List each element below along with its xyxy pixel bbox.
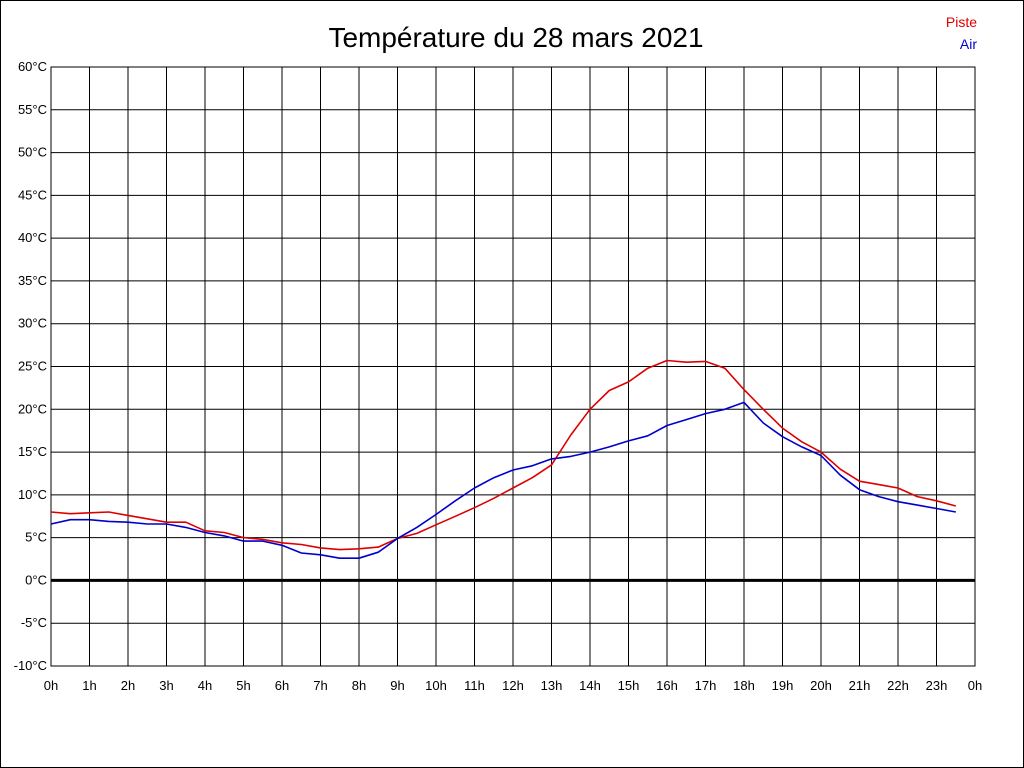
x-tick-label: 7h [313,678,327,693]
x-tick-label: 0h [968,678,982,693]
y-tick-label: -5°C [21,615,47,630]
y-tick-label: 35°C [18,273,47,288]
y-tick-label: 15°C [18,444,47,459]
y-tick-label: 30°C [18,316,47,331]
y-tick-label: 50°C [18,145,47,160]
x-tick-label: 14h [579,678,601,693]
y-axis-labels: 60°C 55°C 50°C 45°C 40°C 35°C 30°C 25°C 20°C 15°C… [14,59,47,673]
y-tick-label: 20°C [18,401,47,416]
y-tick-label: 25°C [18,359,47,374]
x-tick-label: 21h [849,678,871,693]
legend-item-piste: Piste [946,14,977,30]
x-tick-label: 15h [618,678,640,693]
y-tick-label: -10°C [14,658,47,673]
x-tick-label: 10h [425,678,447,693]
series-line-air [50,401,956,560]
series-lines [50,359,957,560]
y-tick-label: 60°C [18,59,47,74]
x-tick-label: 8h [352,678,366,693]
x-tick-label: 4h [198,678,212,693]
series-line-piste [50,359,957,551]
y-tick-label: 10°C [18,487,47,502]
x-tick-label: 17h [695,678,717,693]
grid [50,66,976,667]
legend-item-air: Air [960,36,977,52]
x-tick-label: 19h [772,678,794,693]
legend: Piste Air [946,14,977,52]
chart-title: Température du 28 mars 2021 [328,22,703,53]
x-axis-labels: 0h 1h 2h 3h 4h 5h 6h 7h 8h 9h 10h 11h 12h 13h 14h 15h 16… [44,678,982,693]
x-tick-label: 5h [236,678,250,693]
x-tick-label: 22h [887,678,909,693]
x-tick-label: 23h [926,678,948,693]
x-tick-label: 18h [733,678,755,693]
x-tick-label: 2h [121,678,135,693]
x-tick-label: 9h [390,678,404,693]
x-tick-label: 11h [464,678,485,693]
x-tick-label: 3h [159,678,173,693]
y-tick-label: 0°C [25,572,47,587]
x-tick-label: 6h [275,678,289,693]
y-tick-label: 40°C [18,230,47,245]
x-tick-label: 20h [810,678,832,693]
y-tick-label: 45°C [18,187,47,202]
y-tick-label: 55°C [18,102,47,117]
x-tick-label: 12h [502,678,524,693]
y-tick-label: 5°C [25,530,47,545]
x-tick-label: 1h [82,678,96,693]
x-tick-label: 16h [656,678,678,693]
x-tick-label: 0h [44,678,58,693]
x-tick-label: 13h [541,678,563,693]
